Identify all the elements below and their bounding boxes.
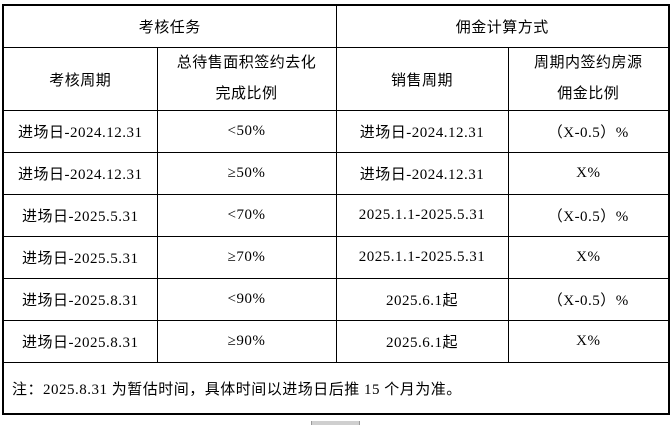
cell-assessment-period: 进场日-2025.8.31 [2,320,158,363]
col-header-completion-ratio: 总待售面积签约去化 完成比例 [156,47,337,111]
cell-completion-ratio: ≥90% [156,320,337,363]
col-header-commission-ratio: 周期内签约房源 佣金比例 [507,47,670,111]
cell-sales-period: 进场日-2024.12.31 [335,110,509,153]
col-header-assessment-period: 考核周期 [2,47,158,111]
cell-commission-ratio: （X-0.5）% [507,194,670,237]
table-row: 进场日-2024.12.31 ≥50% 进场日-2024.12.31 X% [2,152,670,195]
col-header-commission-ratio-line1: 周期内签约房源 [534,55,643,71]
table-row: 进场日-2025.8.31 <90% 2025.6.1起 （X-0.5）% [2,278,670,321]
note-row: 注：2025.8.31 为暂估时间，具体时间以进场日后推 15 个月为准。 [2,362,670,415]
cell-completion-ratio: ≥50% [156,152,337,195]
table-row: 进场日-2025.8.31 ≥90% 2025.6.1起 X% [2,320,670,363]
cell-sales-period: 2025.1.1-2025.5.31 [335,194,509,237]
column-header-row: 考核周期 总待售面积签约去化 完成比例 销售周期 周期内签约房源 佣金比例 [2,47,670,111]
group-header-assessment-task: 考核任务 [2,4,337,48]
horizontal-scrollbar-thumb[interactable] [311,421,360,425]
cell-assessment-period: 进场日-2025.5.31 [2,194,158,237]
cell-commission-ratio: X% [507,152,670,195]
col-header-sales-period: 销售周期 [335,47,509,111]
cell-commission-ratio: （X-0.5）% [507,110,670,153]
table-row: 进场日-2025.5.31 ≥70% 2025.1.1-2025.5.31 X% [2,236,670,279]
commission-assessment-table: 考核任务 佣金计算方式 考核周期 总待售面积签约去化 完成比例 销售周期 周期内… [2,4,671,415]
group-header-row: 考核任务 佣金计算方式 [2,4,670,48]
table-row: 进场日-2024.12.31 <50% 进场日-2024.12.31 （X-0.… [2,110,670,153]
cell-sales-period: 进场日-2024.12.31 [335,152,509,195]
note-text: 注：2025.8.31 为暂估时间，具体时间以进场日后推 15 个月为准。 [2,362,670,415]
cell-sales-period: 2025.6.1起 [335,320,509,363]
cell-completion-ratio: <50% [156,110,337,153]
cell-assessment-period: 进场日-2025.5.31 [2,236,158,279]
col-header-completion-ratio-line2: 完成比例 [215,86,278,102]
cell-completion-ratio: <70% [156,194,337,237]
cell-commission-ratio: X% [507,320,670,363]
cell-sales-period: 2025.6.1起 [335,278,509,321]
cell-assessment-period: 进场日-2024.12.31 [2,152,158,195]
cell-completion-ratio: ≥70% [156,236,337,279]
cell-sales-period: 2025.1.1-2025.5.31 [335,236,509,279]
cell-assessment-period: 进场日-2024.12.31 [2,110,158,153]
cell-assessment-period: 进场日-2025.8.31 [2,278,158,321]
table-row: 进场日-2025.5.31 <70% 2025.1.1-2025.5.31 （X… [2,194,670,237]
cell-commission-ratio: X% [507,236,670,279]
cell-completion-ratio: <90% [156,278,337,321]
cell-commission-ratio: （X-0.5）% [507,278,670,321]
group-header-commission-method: 佣金计算方式 [335,4,670,48]
col-header-completion-ratio-line1: 总待售面积签约去化 [176,55,317,71]
col-header-commission-ratio-line2: 佣金比例 [557,86,620,102]
